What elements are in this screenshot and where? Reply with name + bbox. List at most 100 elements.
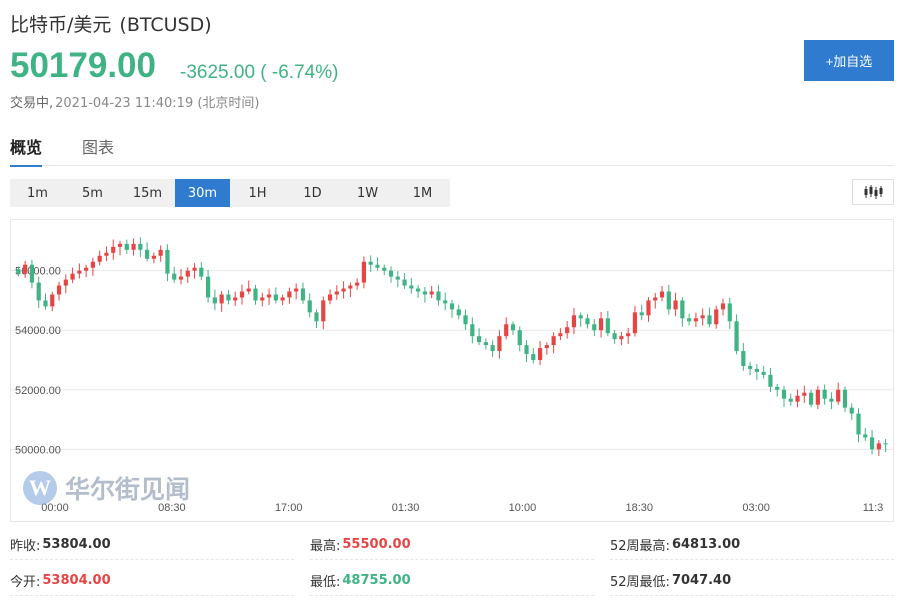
interval-selector: 1m 5m 15m 30m 1H 1D 1W 1M — [10, 179, 450, 207]
candle-body — [869, 437, 875, 450]
candle-body — [334, 291, 339, 295]
y-tick-label: 52000.00 — [15, 385, 61, 397]
candle-body — [795, 395, 800, 402]
candle-body — [36, 282, 41, 301]
candle-body — [815, 389, 820, 405]
high52-label: 52周最高: — [610, 539, 670, 554]
candle-body — [768, 374, 773, 387]
candle-body — [659, 291, 665, 298]
candle-body — [754, 368, 759, 372]
candle-body — [368, 261, 373, 265]
interval-1mo[interactable]: 1M — [412, 185, 433, 201]
candle-body — [124, 243, 129, 250]
candle-body — [29, 264, 35, 283]
candle-body — [56, 285, 62, 295]
watermark-logo: W — [23, 471, 57, 505]
low52-label: 52周最低: — [610, 575, 670, 590]
candle-body — [300, 288, 306, 301]
interval-1d[interactable]: 1D — [303, 185, 322, 201]
candle-body — [388, 270, 394, 277]
open-label: 今开: — [10, 575, 41, 590]
candle-body — [761, 371, 766, 375]
candle-body — [592, 324, 597, 331]
candle-body — [504, 324, 509, 337]
candle-body — [260, 297, 265, 301]
tab-chart[interactable]: 图表 — [82, 138, 115, 157]
candle-body — [50, 294, 55, 307]
candle-body — [883, 443, 888, 445]
candle-body — [375, 264, 380, 268]
candle-body — [456, 309, 461, 316]
x-tick-label: 18:30 — [626, 502, 654, 514]
watermark-text: 华尔街见闻 — [65, 475, 191, 504]
interval-30m[interactable]: 30m — [175, 179, 230, 207]
candle-body — [734, 321, 739, 352]
candle-body — [77, 270, 82, 274]
candle-body — [70, 273, 75, 280]
candle-body — [233, 297, 238, 301]
candle-body — [429, 291, 434, 295]
asset-name: 比特币/美元 — [10, 14, 112, 36]
candle-body — [355, 282, 360, 286]
candle-body — [145, 249, 150, 259]
candle-body — [307, 300, 312, 313]
tab-overview[interactable]: 概览 — [10, 134, 43, 167]
watermark: W 华尔街见闻 — [23, 470, 190, 506]
candle-body — [172, 273, 177, 280]
price-change: -3625.00 ( -6.74%) — [180, 62, 339, 83]
candle-body — [537, 348, 543, 360]
candle-body — [605, 318, 610, 334]
interval-15m[interactable]: 15m — [132, 185, 163, 201]
candle-body — [409, 285, 414, 289]
chart-type-button[interactable] — [852, 179, 894, 205]
candle-body — [63, 279, 68, 286]
price-chart[interactable]: 56000.00 54000.00 52000.00 50000.00 00:00 08:… — [10, 219, 894, 522]
candle-body — [185, 270, 190, 277]
candle-body — [497, 336, 502, 352]
x-tick-label: 11:3 — [863, 502, 884, 514]
candle-body — [551, 336, 556, 346]
candle-body — [178, 276, 184, 280]
candle-body — [327, 294, 333, 301]
candle-body — [402, 279, 407, 286]
interval-1h[interactable]: 1H — [248, 185, 267, 201]
candle-body — [266, 294, 272, 298]
stat-open: 今开: 53804.00 — [10, 566, 294, 596]
candle-body — [97, 255, 102, 262]
trading-status: 交易中, 2021-04-23 11:40:19 (北京时间) — [10, 92, 260, 111]
candle-body — [788, 398, 793, 402]
candle-body — [477, 336, 482, 343]
x-tick-label: 17:00 — [275, 502, 303, 514]
interval-1w[interactable]: 1W — [356, 185, 379, 201]
low52-value: 7047.40 — [671, 573, 732, 588]
candle-body — [361, 261, 367, 283]
candle-body — [348, 285, 353, 289]
candle-body — [382, 267, 387, 271]
candle-body — [829, 398, 834, 402]
candle-body — [571, 315, 577, 328]
candle-body — [775, 386, 780, 390]
high52-value: 64813.00 — [671, 537, 741, 552]
candle-body — [863, 434, 868, 438]
add-to-watchlist-button[interactable]: +加自选 — [804, 40, 894, 81]
candle-body — [693, 318, 699, 322]
candle-body — [443, 300, 448, 304]
candle-body — [205, 276, 211, 298]
candle-body — [436, 291, 441, 301]
tab-bar: 概览 图表 — [10, 134, 894, 167]
stat-low: 最低: 48755.00 — [310, 566, 594, 596]
interval-1m[interactable]: 1m — [27, 185, 48, 201]
candle-body — [714, 309, 719, 325]
candle-body — [653, 297, 658, 301]
candle-body — [531, 354, 536, 360]
candle-body — [483, 342, 488, 346]
candle-body — [849, 407, 854, 414]
x-tick-label: 08:30 — [158, 502, 186, 514]
candle-body — [219, 294, 224, 304]
prev-close-value: 53804.00 — [42, 537, 111, 552]
candle-body — [192, 267, 197, 271]
interval-5m[interactable]: 5m — [82, 185, 103, 201]
x-tick-label: 01:30 — [392, 502, 420, 514]
candle-body — [626, 333, 631, 337]
candle-body — [558, 333, 563, 337]
